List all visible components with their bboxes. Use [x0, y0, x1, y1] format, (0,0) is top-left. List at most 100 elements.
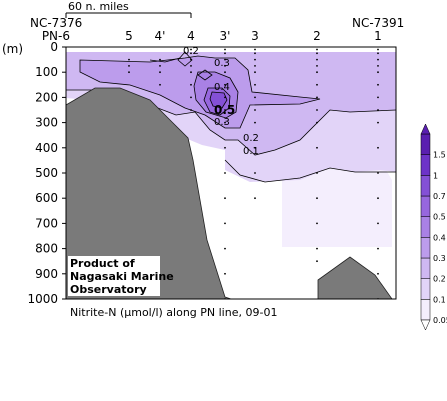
sample-dot: [316, 58, 318, 61]
credit-box-background: [68, 256, 160, 296]
y-tick-label: 200: [35, 90, 58, 104]
sample-dot: [377, 197, 379, 200]
sample-dot: [316, 121, 318, 124]
sample-dot: [254, 71, 256, 74]
sample-dot: [377, 272, 379, 275]
colorbar-cell: [420, 175, 431, 197]
sample-dot: [316, 109, 318, 111]
y-tick-label: 600: [35, 191, 58, 205]
contour-line-small-b: [177, 51, 193, 67]
contour-line-05: [203, 87, 231, 116]
sample-dot: [316, 52, 318, 55]
station-label: 4': [155, 29, 166, 43]
seamount: [317, 256, 393, 299]
contour-fill-07: [210, 92, 227, 108]
station-label: PN-6: [42, 29, 70, 43]
left-station-code: NC-7376: [30, 16, 82, 30]
contour-label-03: 0.3: [214, 58, 230, 69]
sample-dot: [190, 96, 192, 99]
sample-dot: [254, 121, 256, 124]
credit-line-2: Nagasaki Marine: [70, 270, 174, 283]
sample-dot: [377, 96, 379, 99]
sample-dot: [224, 121, 226, 124]
sample-dot: [224, 172, 226, 174]
sample-dot: [316, 71, 318, 74]
sample-dot: [159, 71, 161, 74]
sample-dot: [254, 146, 256, 149]
y-axis-label: (m): [2, 42, 23, 56]
sample-dot: [377, 58, 379, 61]
contour-line-03: [79, 55, 321, 129]
sample-dot: [316, 247, 318, 250]
contour-line-small-c: [197, 69, 213, 81]
colorbar-label: 0.1: [433, 295, 446, 304]
sample-dot: [128, 65, 130, 67]
station-labels: PN-6 5 4' 4 3' 3 2 1: [42, 29, 382, 43]
contour-label-05: 0.5: [214, 103, 235, 117]
sample-dot: [128, 58, 130, 61]
sample-dot: [254, 96, 256, 99]
colorbar-top-arrow: [420, 123, 431, 135]
station-label: 4: [187, 29, 195, 43]
sample-dot: [190, 58, 192, 61]
sample-dot: [224, 52, 226, 55]
sample-dot: [316, 48, 318, 51]
contour-label-03b: 0.3: [214, 117, 230, 128]
colorbar-label: 0.4: [433, 233, 446, 242]
colorbar-bottom-arrow: [420, 319, 431, 331]
sample-dot: [377, 121, 379, 124]
sample-dot: [159, 65, 161, 67]
colorbar-cell: [420, 154, 431, 176]
sample-dot: [159, 58, 161, 61]
colorbar-cell: [420, 216, 431, 238]
sample-points: [128, 48, 379, 299]
sample-dot: [128, 71, 130, 74]
y-tick-label: 400: [35, 141, 58, 155]
sample-dot: [254, 197, 256, 200]
y-tick-label: 900: [35, 267, 58, 281]
contour-label-02b: 0.2: [243, 133, 259, 144]
station-label: 1: [374, 29, 382, 43]
contour-label-01: 0.1: [243, 146, 259, 157]
colorbar-label: 0.7: [433, 192, 446, 201]
y-tick-label: 800: [35, 242, 58, 256]
sample-dot: [224, 247, 226, 250]
sample-dot: [190, 109, 192, 111]
sample-dot: [316, 65, 318, 67]
y-tick-label: 700: [35, 216, 58, 230]
right-station-code: NC-7391: [352, 16, 404, 30]
scale-label: 60 n. miles: [68, 0, 129, 13]
credit-box: Product of Nagasaki Marine Observatory: [68, 256, 174, 296]
sample-dot: [377, 109, 379, 111]
credit-line-1: Product of: [70, 257, 135, 270]
colorbar: 0.05 0.1 0.2 0.3 0.4 0.5 0.7 1 1.5: [420, 123, 447, 331]
sample-dot: [377, 83, 379, 86]
sample-dot: [224, 222, 226, 225]
credit-line-3: Observatory: [70, 283, 147, 296]
contour-line-01: [224, 159, 396, 183]
sample-dot: [190, 83, 192, 86]
colorbar-label: 1: [433, 171, 438, 180]
station-label: 3: [251, 29, 259, 43]
sample-dot: [254, 65, 256, 67]
sample-dot: [316, 197, 318, 200]
sample-dot: [224, 65, 226, 67]
contour-label-04: 0.4: [214, 82, 230, 93]
sample-dot: [224, 71, 226, 74]
contour-line-04: [193, 71, 239, 119]
y-axis: 0 100 200 300 400 500 600 700 800 900 1000: [27, 40, 66, 306]
colorbar-cell: [420, 257, 431, 279]
contour-value-labels: 0.2 0.3 0.4 0.5 0.3 0.2 0.1: [183, 46, 259, 157]
colorbar-cell: [420, 278, 431, 300]
contour-line-07: [209, 91, 228, 109]
colorbar-cell: [420, 133, 431, 155]
sample-dot: [377, 71, 379, 74]
y-tick-label: 300: [35, 116, 58, 130]
sample-dot: [377, 65, 379, 67]
sample-dot: [224, 48, 226, 51]
y-tick-label: 100: [35, 65, 58, 79]
colorbar-label: 0.05: [433, 316, 447, 325]
sample-dot: [254, 172, 256, 174]
y-tick-label: 1000: [27, 292, 58, 306]
sample-dot: [316, 260, 318, 263]
